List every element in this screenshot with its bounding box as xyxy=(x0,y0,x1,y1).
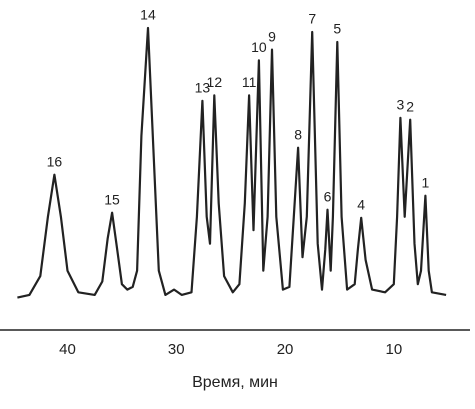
peak-label: 2 xyxy=(406,98,414,114)
peak-label: 11 xyxy=(242,74,257,90)
peak-label: 15 xyxy=(104,191,120,207)
x-tick-label: 40 xyxy=(59,341,76,358)
peak-label: 1 xyxy=(421,174,429,190)
x-tick-label: 10 xyxy=(385,341,402,358)
x-axis-title: Время, мин xyxy=(192,374,278,391)
x-tick-label: 20 xyxy=(277,341,294,358)
peak-label: 4 xyxy=(357,197,365,213)
peak-label: 16 xyxy=(47,153,63,169)
peak-label: 7 xyxy=(308,11,316,27)
trace xyxy=(17,26,447,299)
peak-label: 8 xyxy=(294,126,302,142)
peak-label: 12 xyxy=(207,74,223,90)
x-tick-label: 30 xyxy=(168,341,185,358)
peak-label: 9 xyxy=(268,28,276,44)
peak-label: 14 xyxy=(140,7,156,23)
peak-label: 5 xyxy=(333,21,341,37)
peak-label: 13 xyxy=(195,80,211,96)
peak-label: 6 xyxy=(324,188,332,204)
peak-label: 3 xyxy=(396,96,404,112)
peak-label: 10 xyxy=(251,39,267,55)
